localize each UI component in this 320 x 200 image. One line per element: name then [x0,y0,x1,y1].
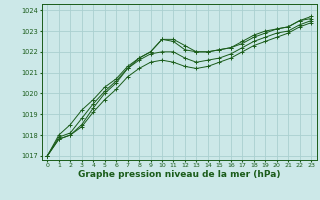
X-axis label: Graphe pression niveau de la mer (hPa): Graphe pression niveau de la mer (hPa) [78,170,280,179]
